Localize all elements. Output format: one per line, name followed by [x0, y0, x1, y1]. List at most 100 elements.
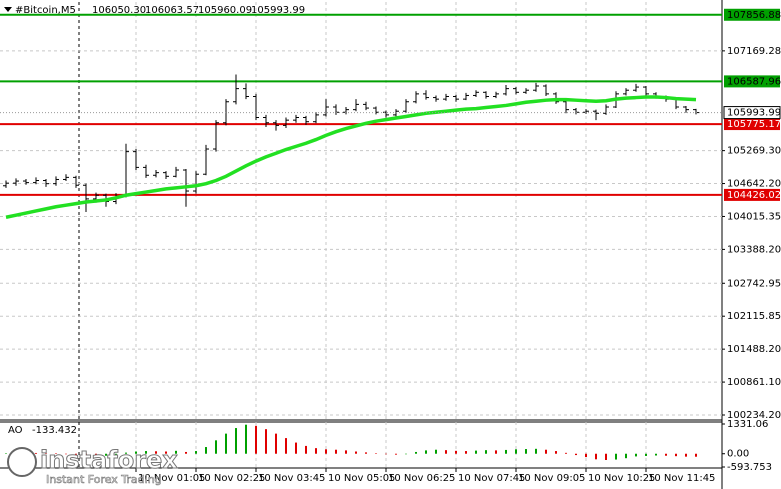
ao-bar	[5, 453, 7, 454]
last-price-label: 105993.99	[727, 108, 781, 119]
y-tick-label: 104015.35	[727, 211, 781, 222]
ao-bar	[215, 440, 217, 454]
ao-bar	[635, 453, 637, 457]
ao-bar	[465, 451, 467, 454]
level-label-box	[724, 188, 780, 201]
ao-bar	[595, 453, 597, 460]
ao-bar	[445, 450, 447, 454]
y-tick-label: 102115.85	[727, 311, 781, 322]
ao-bar	[195, 451, 197, 454]
ao-bar	[205, 447, 207, 454]
y-tick-label: 102742.95	[727, 278, 781, 289]
ao-bar	[505, 449, 507, 454]
ao-bar	[535, 448, 537, 454]
ao-bar	[105, 453, 107, 456]
x-tick-label: 10 Nov 07:45	[458, 473, 525, 484]
x-tick-label: 10 Nov 09:05	[518, 473, 585, 484]
ao-bar	[365, 452, 367, 454]
ao-bar	[655, 453, 657, 456]
last-price-box	[723, 106, 781, 120]
moving-average	[5, 95, 697, 219]
x-tick-label: 10 Nov 01:05	[138, 473, 205, 484]
y-tick-label: 100861.10	[727, 377, 781, 388]
level-label: 106587.96	[727, 76, 781, 87]
ao-bar	[615, 453, 617, 460]
y-tick-label: 104642.20	[727, 179, 781, 190]
indicator-value: -133.432	[32, 425, 77, 436]
level-label: 105775.17	[727, 119, 781, 130]
ao-bar	[235, 428, 237, 454]
indicator-tick-label: -593.753	[727, 462, 772, 473]
ao-bar	[85, 453, 87, 456]
logo: instaforex Instant Forex Trading	[7, 446, 179, 486]
ao-bar	[325, 449, 327, 454]
header-value: 106063.57	[145, 5, 199, 16]
ao-bar	[295, 442, 297, 454]
ao-bar	[185, 451, 187, 454]
ao-bar	[485, 450, 487, 454]
ao-bar	[665, 453, 667, 456]
ao-bar	[425, 450, 427, 454]
header-value: 105993.99	[251, 5, 305, 16]
ao-bar	[435, 449, 437, 454]
ao-bar	[355, 451, 357, 454]
indicator-tick-label: 0.00	[727, 449, 749, 460]
symbol-icon	[4, 7, 12, 12]
logo-tagline: Instant Forex Trading	[46, 473, 162, 486]
ao-bar	[245, 424, 247, 454]
ao-bar	[545, 449, 547, 454]
ao-bar	[565, 452, 567, 454]
ao-bar	[395, 453, 397, 455]
ao-bar	[125, 452, 127, 454]
indicator-tick-label: 1331.06	[727, 419, 768, 430]
x-tick-label: 10 Nov 05:05	[328, 473, 395, 484]
ao-bar	[495, 450, 497, 454]
x-tick-label: 10 Nov 11:45	[648, 473, 715, 484]
ao-bar	[555, 451, 557, 454]
y-tick-label: 100234.20	[727, 410, 781, 421]
y-tick-label: 103388.20	[727, 244, 781, 255]
x-tick-label: 10 Nov 03:45	[258, 473, 325, 484]
y-tick-label: 101488.20	[727, 344, 781, 355]
ao-bar	[645, 453, 647, 456]
ao-bar	[575, 453, 577, 456]
ao-bar	[155, 451, 157, 454]
symbol: #Bitcoin,M5	[15, 5, 76, 16]
ao-bar	[685, 453, 687, 457]
level-label: 107856.88	[727, 10, 781, 21]
y-tick-label: 107169.28	[727, 46, 781, 57]
ao-bar	[385, 453, 387, 455]
ao-bar	[375, 453, 377, 454]
ao-bar	[135, 451, 137, 454]
ao-bar	[675, 453, 677, 457]
ao-bar	[75, 453, 77, 455]
ao-bar	[115, 453, 117, 456]
ao-bar	[335, 449, 337, 454]
x-tick-label: 10 Nov 06:25	[388, 473, 455, 484]
level-label: 104426.02	[727, 190, 781, 201]
logo-name: instaforex	[40, 446, 178, 474]
ao-bar	[315, 448, 317, 454]
ao-bar	[165, 451, 167, 454]
ao-bar	[225, 433, 227, 454]
ao-bar	[65, 453, 67, 455]
ao-bar	[275, 433, 277, 454]
header-value: 106050.30	[92, 5, 146, 16]
ao-bar	[175, 450, 177, 454]
ao-bar	[345, 450, 347, 454]
ao-bar	[285, 438, 287, 454]
ao-bar	[475, 450, 477, 454]
indicator-name: AO	[8, 425, 23, 436]
ao-bar	[305, 445, 307, 454]
ao-bar	[145, 451, 147, 454]
ao-bar	[45, 453, 47, 454]
ao-bar	[255, 425, 257, 454]
ao-bar	[585, 453, 587, 458]
logo-icon	[7, 447, 37, 477]
ao-bar	[515, 449, 517, 454]
ao-bar	[455, 450, 457, 454]
ao-bar	[35, 452, 37, 454]
ao-bar	[405, 453, 407, 455]
